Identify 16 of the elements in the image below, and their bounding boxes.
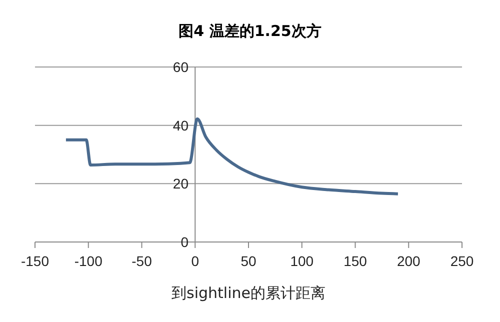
x-tick-label: 0 <box>191 252 200 269</box>
y-tick-label: 40 <box>172 117 189 134</box>
x-tick-label: 50 <box>240 252 256 269</box>
x-axis-title: 到sightline的累计距离 <box>172 284 326 302</box>
x-tick-label: -50 <box>132 252 152 269</box>
x-tick-label: -150 <box>20 252 50 269</box>
x-tick-label: 150 <box>344 252 368 269</box>
x-tick-label: -100 <box>74 252 103 269</box>
chart-title: 图4 温差的1.25次方 <box>178 22 322 41</box>
x-tick-label: 200 <box>396 252 421 269</box>
y-tick-label: 20 <box>172 176 189 192</box>
y-tick-label: 0 <box>180 234 189 250</box>
x-tick-label: 100 <box>290 252 314 269</box>
y-tick-label: 60 <box>172 59 189 75</box>
x-tick-label: 250 <box>450 252 474 269</box>
line-series <box>64 117 400 196</box>
